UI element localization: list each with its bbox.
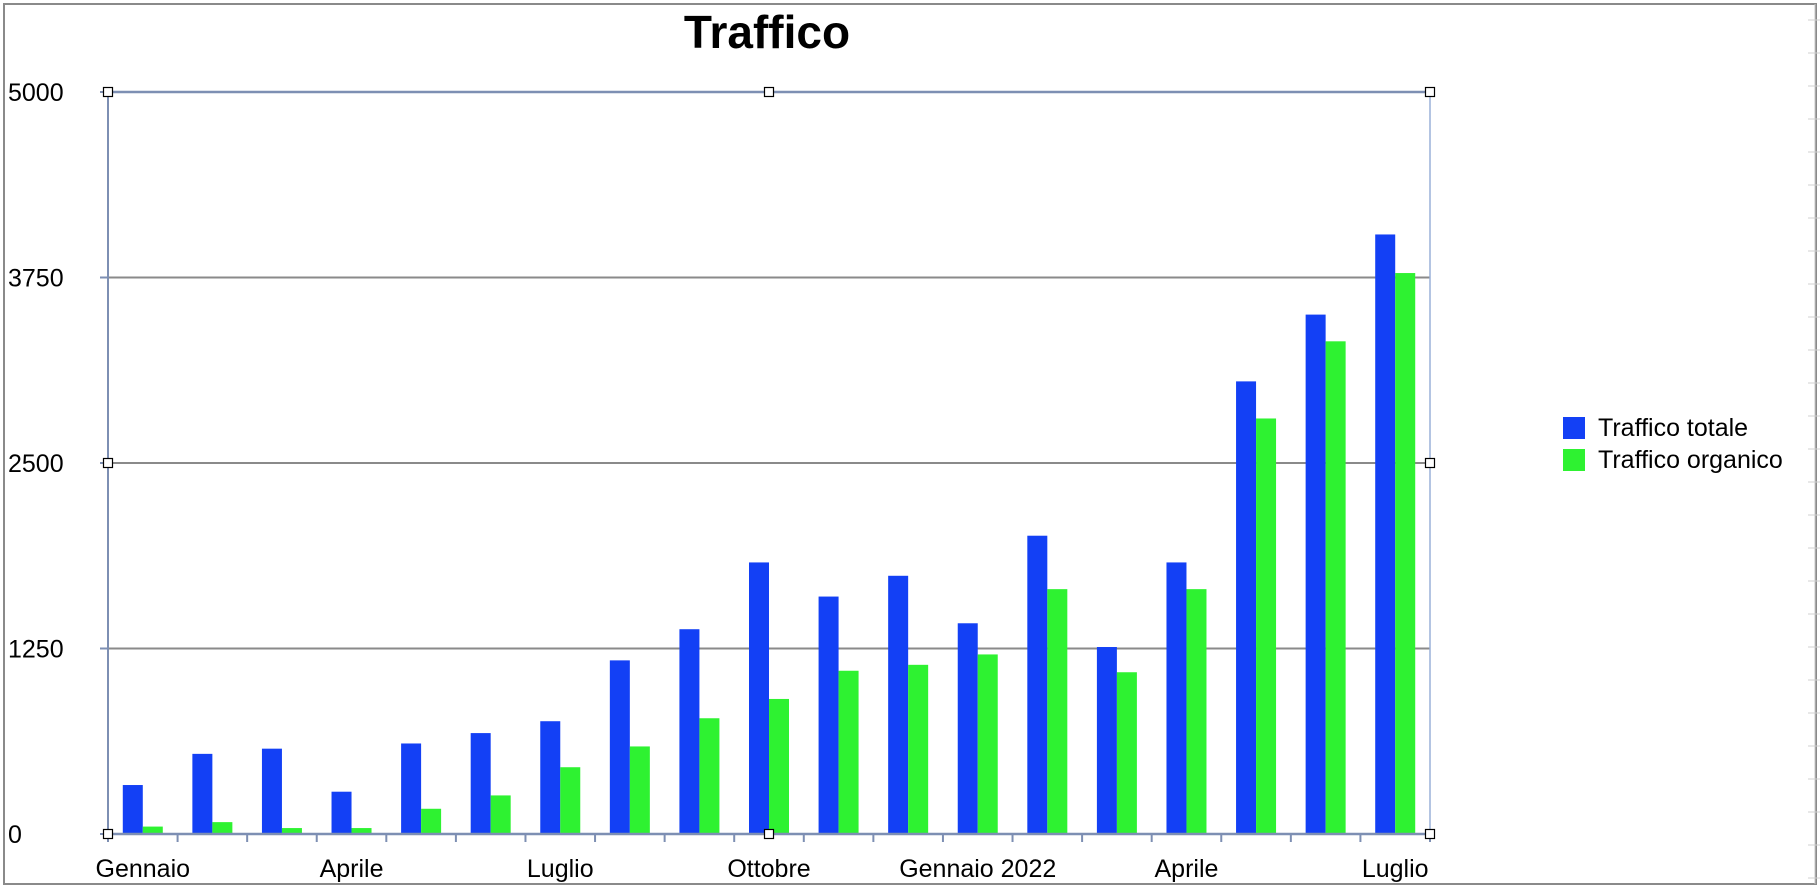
- bar: [122, 785, 143, 834]
- resize-handle[interactable]: [102, 86, 114, 98]
- bar: [351, 828, 372, 834]
- y-tick-label: 1250: [8, 636, 64, 664]
- legend-swatch: [1563, 417, 1585, 439]
- bar: [977, 654, 998, 834]
- bar: [957, 623, 978, 834]
- bar: [142, 826, 163, 834]
- bar: [1325, 341, 1346, 834]
- bar: [1395, 273, 1416, 835]
- y-tick-label: 5000: [8, 79, 64, 107]
- bars: [122, 234, 1416, 835]
- resize-handle[interactable]: [1424, 86, 1436, 98]
- bar: [540, 721, 561, 834]
- bar: [1186, 589, 1207, 834]
- bar: [1256, 418, 1277, 834]
- bar: [261, 748, 282, 834]
- legend-label: Traffico totale: [1598, 414, 1748, 442]
- y-tick-label: 0: [8, 821, 22, 849]
- x-tick-label: Aprile: [1155, 855, 1219, 883]
- bar: [769, 698, 789, 834]
- x-tick-label: Gennaio 2022: [899, 855, 1056, 883]
- bar: [401, 743, 422, 834]
- y-tick-labels: 0 1250 2500 3750 5000: [8, 79, 64, 849]
- legend: Traffico totale Traffico organico: [1563, 414, 1783, 474]
- resize-handle[interactable]: [1424, 828, 1436, 840]
- x-tick-label: Luglio: [527, 855, 594, 883]
- bar: [1236, 381, 1257, 834]
- resize-handle[interactable]: [102, 457, 114, 469]
- x-tick-label: Aprile: [320, 855, 384, 883]
- x-tick-labels: Gennaio Aprile Luglio Ottobre Gennaio 2022 Ap…: [96, 855, 1429, 883]
- bar: [1027, 535, 1048, 834]
- x-tick-label: Gennaio: [96, 855, 191, 883]
- bar: [1047, 589, 1068, 834]
- bar: [629, 746, 650, 834]
- y-tick-label: 3750: [8, 265, 64, 293]
- bar: [470, 733, 491, 834]
- selection-handles[interactable]: [102, 86, 1436, 840]
- bar: [749, 562, 769, 834]
- bar: [1166, 562, 1187, 834]
- bar: [212, 822, 233, 834]
- bar: [888, 575, 909, 834]
- bar: [281, 828, 302, 834]
- bar: [1096, 647, 1117, 834]
- bar: [192, 753, 213, 834]
- resize-handle[interactable]: [763, 86, 775, 98]
- legend-label: Traffico organico: [1598, 446, 1783, 474]
- bar: [699, 718, 720, 834]
- chart-title: Traffico: [684, 6, 850, 58]
- sheet-grid-edge: [1808, 4, 1820, 884]
- bar: [1375, 234, 1396, 835]
- resize-handle[interactable]: [102, 828, 114, 840]
- resize-handle[interactable]: [763, 828, 775, 840]
- bar: [560, 767, 581, 834]
- legend-swatch: [1563, 449, 1585, 471]
- x-tick-label: Ottobre: [727, 855, 810, 883]
- bar: [609, 660, 630, 834]
- bar: [1305, 314, 1326, 835]
- bar: [1116, 672, 1137, 834]
- bar: [490, 795, 511, 834]
- bar: [421, 808, 442, 834]
- bar: [908, 664, 929, 834]
- bar: [331, 791, 352, 834]
- bar: [818, 596, 839, 834]
- bar: [679, 629, 700, 834]
- y-tick-label: 2500: [8, 450, 64, 478]
- x-tick-label: Luglio: [1362, 855, 1429, 883]
- bar: [838, 670, 859, 834]
- resize-handle[interactable]: [1424, 457, 1436, 469]
